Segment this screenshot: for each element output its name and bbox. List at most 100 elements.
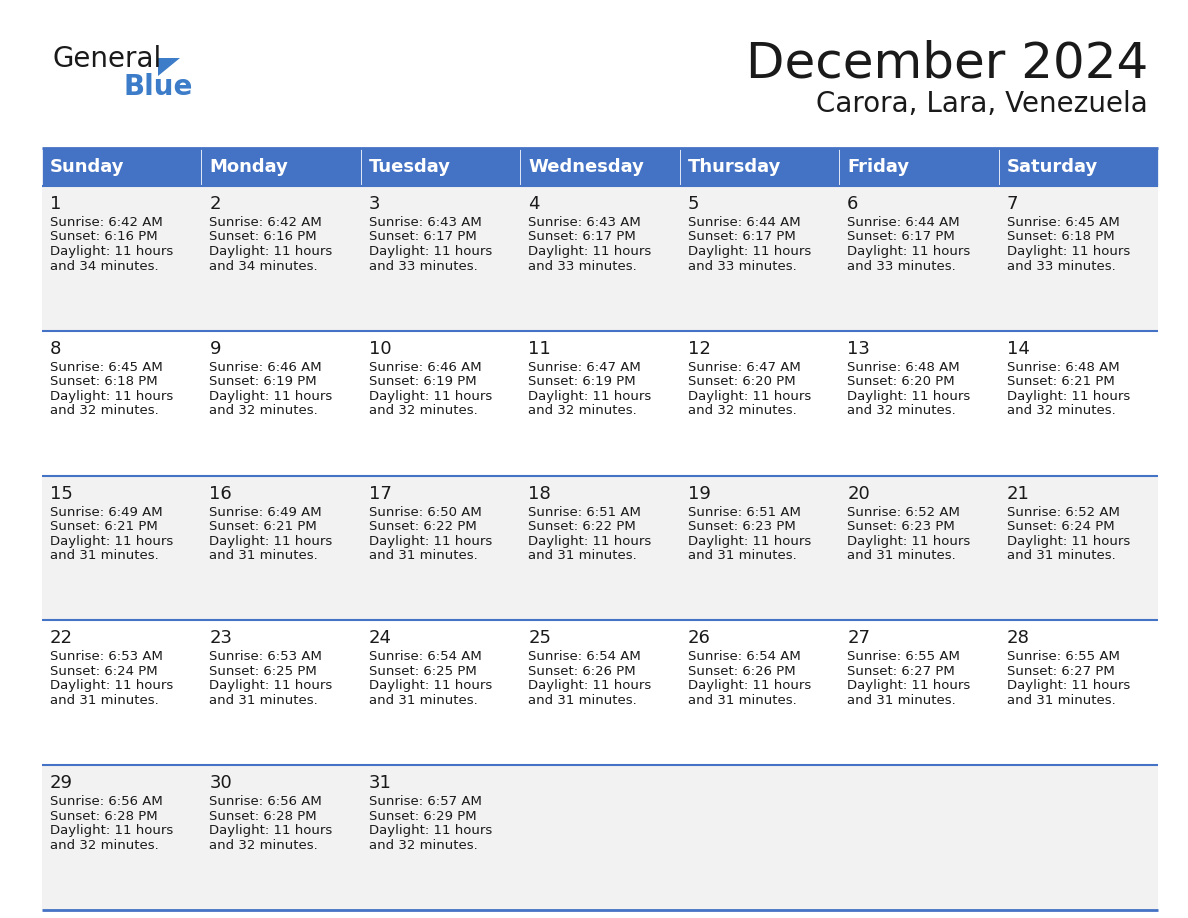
Text: Sunrise: 6:56 AM: Sunrise: 6:56 AM (209, 795, 322, 808)
Text: Blue: Blue (124, 73, 194, 101)
Text: Sunset: 6:28 PM: Sunset: 6:28 PM (50, 810, 158, 823)
Text: Sunset: 6:22 PM: Sunset: 6:22 PM (529, 521, 636, 533)
Bar (42, 476, 1158, 621)
Polygon shape (158, 58, 181, 76)
Text: and 31 minutes.: and 31 minutes. (50, 694, 159, 707)
Text: Daylight: 11 hours: Daylight: 11 hours (847, 390, 971, 403)
Text: Sunrise: 6:42 AM: Sunrise: 6:42 AM (209, 216, 322, 229)
Text: Sunrise: 6:45 AM: Sunrise: 6:45 AM (1006, 216, 1119, 229)
Text: Sunrise: 6:57 AM: Sunrise: 6:57 AM (368, 795, 481, 808)
Text: and 32 minutes.: and 32 minutes. (209, 404, 318, 418)
Text: 10: 10 (368, 340, 392, 358)
Text: 8: 8 (50, 340, 62, 358)
Text: and 31 minutes.: and 31 minutes. (50, 549, 159, 562)
Text: Daylight: 11 hours: Daylight: 11 hours (529, 534, 651, 548)
Text: and 31 minutes.: and 31 minutes. (847, 694, 956, 707)
Text: and 33 minutes.: and 33 minutes. (1006, 260, 1116, 273)
Text: 28: 28 (1006, 630, 1030, 647)
Text: Sunrise: 6:48 AM: Sunrise: 6:48 AM (847, 361, 960, 374)
Text: Sunset: 6:17 PM: Sunset: 6:17 PM (847, 230, 955, 243)
Text: Daylight: 11 hours: Daylight: 11 hours (847, 534, 971, 548)
Text: and 33 minutes.: and 33 minutes. (688, 260, 796, 273)
Text: Carora, Lara, Venezuela: Carora, Lara, Venezuela (816, 90, 1148, 118)
Text: Sunset: 6:24 PM: Sunset: 6:24 PM (50, 665, 158, 677)
Text: Sunrise: 6:43 AM: Sunrise: 6:43 AM (368, 216, 481, 229)
Text: 19: 19 (688, 485, 710, 502)
Text: and 34 minutes.: and 34 minutes. (50, 260, 159, 273)
Text: 30: 30 (209, 774, 232, 792)
Text: Sunrise: 6:53 AM: Sunrise: 6:53 AM (50, 650, 163, 664)
Text: Sunrise: 6:52 AM: Sunrise: 6:52 AM (1006, 506, 1119, 519)
Text: Sunset: 6:19 PM: Sunset: 6:19 PM (529, 375, 636, 388)
Text: 4: 4 (529, 195, 539, 213)
Text: Daylight: 11 hours: Daylight: 11 hours (50, 534, 173, 548)
Text: Sunrise: 6:53 AM: Sunrise: 6:53 AM (209, 650, 322, 664)
Text: Sunrise: 6:55 AM: Sunrise: 6:55 AM (847, 650, 960, 664)
Text: Sunrise: 6:51 AM: Sunrise: 6:51 AM (688, 506, 801, 519)
Text: Daylight: 11 hours: Daylight: 11 hours (209, 534, 333, 548)
Text: and 31 minutes.: and 31 minutes. (1006, 694, 1116, 707)
Text: and 32 minutes.: and 32 minutes. (368, 839, 478, 852)
Text: Daylight: 11 hours: Daylight: 11 hours (368, 679, 492, 692)
Bar (520, 148, 680, 186)
Text: Daylight: 11 hours: Daylight: 11 hours (368, 534, 492, 548)
Text: and 31 minutes.: and 31 minutes. (209, 694, 318, 707)
Text: and 31 minutes.: and 31 minutes. (847, 549, 956, 562)
Text: and 31 minutes.: and 31 minutes. (688, 549, 796, 562)
Text: Friday: Friday (847, 158, 909, 176)
Text: Daylight: 11 hours: Daylight: 11 hours (368, 390, 492, 403)
Text: Daylight: 11 hours: Daylight: 11 hours (688, 534, 811, 548)
Bar (42, 766, 1158, 910)
Text: Daylight: 11 hours: Daylight: 11 hours (688, 390, 811, 403)
Text: Sunset: 6:24 PM: Sunset: 6:24 PM (1006, 521, 1114, 533)
Text: and 31 minutes.: and 31 minutes. (688, 694, 796, 707)
Text: and 31 minutes.: and 31 minutes. (368, 549, 478, 562)
Text: 5: 5 (688, 195, 700, 213)
Bar (680, 148, 839, 186)
Text: Sunset: 6:19 PM: Sunset: 6:19 PM (209, 375, 317, 388)
Text: and 32 minutes.: and 32 minutes. (688, 404, 796, 418)
Text: Sunrise: 6:49 AM: Sunrise: 6:49 AM (209, 506, 322, 519)
Text: Daylight: 11 hours: Daylight: 11 hours (529, 390, 651, 403)
Text: Sunset: 6:20 PM: Sunset: 6:20 PM (688, 375, 795, 388)
Text: Sunrise: 6:44 AM: Sunrise: 6:44 AM (688, 216, 801, 229)
Text: Sunrise: 6:50 AM: Sunrise: 6:50 AM (368, 506, 481, 519)
Text: Sunset: 6:18 PM: Sunset: 6:18 PM (50, 375, 158, 388)
Bar (839, 148, 999, 186)
Text: Daylight: 11 hours: Daylight: 11 hours (50, 245, 173, 258)
Text: Sunrise: 6:54 AM: Sunrise: 6:54 AM (368, 650, 481, 664)
Text: Sunrise: 6:54 AM: Sunrise: 6:54 AM (688, 650, 801, 664)
Text: and 32 minutes.: and 32 minutes. (368, 404, 478, 418)
Text: Sunset: 6:26 PM: Sunset: 6:26 PM (688, 665, 795, 677)
Text: Sunset: 6:16 PM: Sunset: 6:16 PM (50, 230, 158, 243)
Bar (42, 186, 1158, 330)
Text: Saturday: Saturday (1006, 158, 1098, 176)
Text: 6: 6 (847, 195, 859, 213)
Text: Daylight: 11 hours: Daylight: 11 hours (50, 390, 173, 403)
Text: Sunset: 6:20 PM: Sunset: 6:20 PM (847, 375, 955, 388)
Text: Sunrise: 6:56 AM: Sunrise: 6:56 AM (50, 795, 163, 808)
Text: 22: 22 (50, 630, 72, 647)
Text: Sunrise: 6:55 AM: Sunrise: 6:55 AM (1006, 650, 1119, 664)
Bar (42, 621, 1158, 766)
Text: Sunrise: 6:46 AM: Sunrise: 6:46 AM (209, 361, 322, 374)
Text: 23: 23 (209, 630, 233, 647)
Text: Sunset: 6:23 PM: Sunset: 6:23 PM (847, 521, 955, 533)
Text: Sunrise: 6:42 AM: Sunrise: 6:42 AM (50, 216, 163, 229)
Text: Sunrise: 6:46 AM: Sunrise: 6:46 AM (368, 361, 481, 374)
Text: and 32 minutes.: and 32 minutes. (847, 404, 956, 418)
Text: 2: 2 (209, 195, 221, 213)
Text: Sunset: 6:18 PM: Sunset: 6:18 PM (1006, 230, 1114, 243)
Text: and 31 minutes.: and 31 minutes. (529, 549, 637, 562)
Text: Sunset: 6:27 PM: Sunset: 6:27 PM (1006, 665, 1114, 677)
Text: and 32 minutes.: and 32 minutes. (50, 404, 159, 418)
Text: and 34 minutes.: and 34 minutes. (209, 260, 318, 273)
Text: 13: 13 (847, 340, 870, 358)
Text: December 2024: December 2024 (746, 40, 1148, 88)
Text: Daylight: 11 hours: Daylight: 11 hours (529, 245, 651, 258)
Bar (42, 148, 202, 186)
Text: and 33 minutes.: and 33 minutes. (847, 260, 956, 273)
Text: Sunday: Sunday (50, 158, 125, 176)
Text: 20: 20 (847, 485, 870, 502)
Text: Sunrise: 6:43 AM: Sunrise: 6:43 AM (529, 216, 642, 229)
